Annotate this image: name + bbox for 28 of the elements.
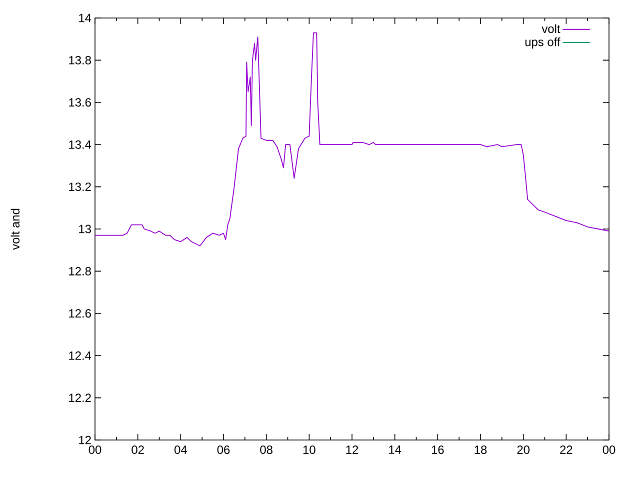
y-tick-label: 12.2 xyxy=(69,394,91,402)
x-tick-label: 14 xyxy=(389,446,402,454)
legend-label: volt xyxy=(542,24,560,34)
line-series xyxy=(95,32,610,246)
y-tick-label: 12.8 xyxy=(69,266,91,276)
x-tick-label: 20 xyxy=(517,446,530,454)
y-axis-title: volt and xyxy=(10,208,20,250)
y-tick-label: 13.6 xyxy=(69,98,91,107)
x-tick-label: 18 xyxy=(474,446,487,454)
y-tick-label: 13 xyxy=(79,224,91,234)
y-tick-label: 12 xyxy=(79,436,91,444)
x-tick-label: 02 xyxy=(132,446,144,454)
y-tick-label: 13.8 xyxy=(69,56,91,64)
y-tick-label: 12.4 xyxy=(69,351,92,360)
x-tick-label: 12 xyxy=(346,446,358,454)
x-tick-label: 10 xyxy=(303,446,316,454)
x-tick-label: 22 xyxy=(560,446,572,454)
x-tick-label: 06 xyxy=(217,446,230,454)
x-tick-label: 00 xyxy=(602,446,616,454)
x-tick-label: 08 xyxy=(260,446,272,454)
x-tick-label: 04 xyxy=(174,446,187,454)
y-tick-label: 14 xyxy=(79,14,92,22)
y-tick-label: 13.2 xyxy=(69,182,91,192)
y-tick-label: 12.6 xyxy=(69,309,91,318)
x-tick-label: 00 xyxy=(88,446,102,454)
x-tick-label: 16 xyxy=(432,446,444,454)
legend-label: ups off xyxy=(525,37,560,49)
y-tick-label: 13.4 xyxy=(69,140,92,149)
